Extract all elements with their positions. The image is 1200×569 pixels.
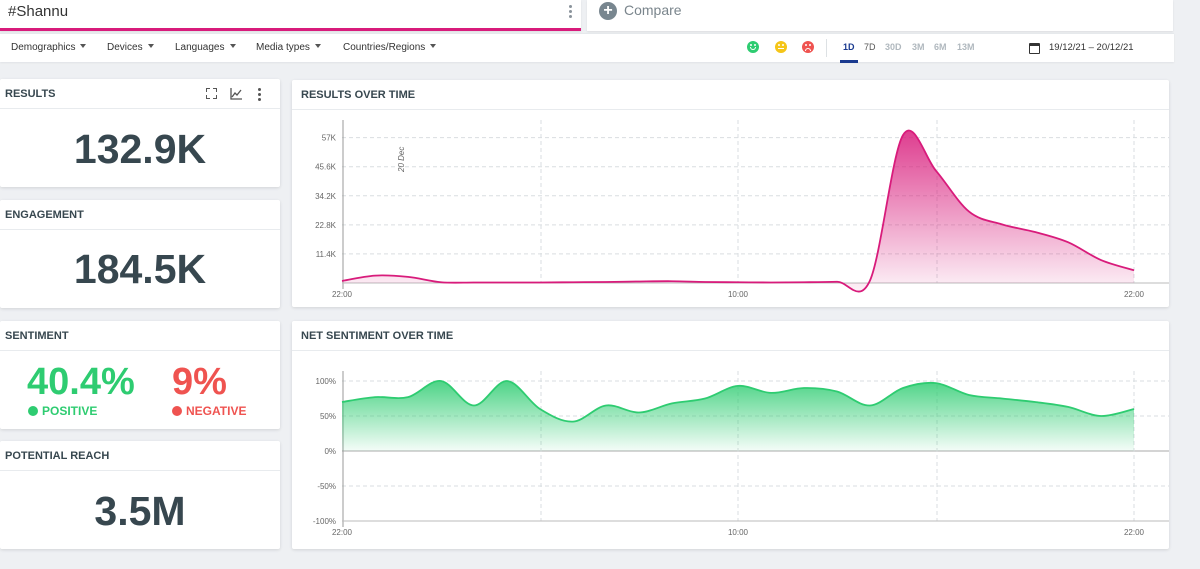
y-tick-label: 50% [320,412,336,421]
line-chart-icon[interactable] [230,88,242,100]
y-tick-label: -50% [317,482,336,491]
neutral-sentiment-icon[interactable] [775,41,787,53]
card-header: POTENTIAL REACH [0,441,280,471]
engagement-value: 184.5K [73,246,207,292]
reach-value: 3.5M [94,488,186,534]
positive-label: POSITIVE [28,404,97,418]
sentiment-title: SENTIMENT [5,330,69,342]
results-value: 132.9K [73,126,207,172]
y-tick-label: 22.8K [315,221,337,230]
results-over-time-card: RESULTS OVER TIME 11.4K 22.8K 34.2K 45.6K 57… [292,80,1169,307]
card-header: RESULTS [0,79,280,109]
reach-card: POTENTIAL REACH 3.5M [0,441,280,549]
range-3m[interactable]: 3M [912,42,925,52]
series-area [342,130,1134,292]
y-tick-label: 100% [316,377,336,386]
filter-media-types[interactable]: Media types [256,42,321,53]
search-query[interactable]: #Shannu [8,3,69,20]
y-tick-label: 34.2K [315,192,337,201]
date-range[interactable]: 19/12/21 – 20/12/21 [1049,42,1134,53]
net-sentiment-title: NET SENTIMENT OVER TIME [301,330,454,342]
card-header: RESULTS OVER TIME [292,80,1169,110]
results-card: RESULTS 132.9K [0,79,280,187]
date-annotation: 20 Dec [397,147,406,173]
y-tick-label: -100% [313,517,336,526]
range-30d[interactable]: 30D [885,42,902,52]
engagement-title: ENGAGEMENT [5,209,84,221]
compare-box[interactable]: + Compare [587,0,1173,31]
filter-languages[interactable]: Languages [175,42,236,53]
range-1d[interactable]: 1D [843,42,855,52]
positive-value: 40.4% [27,361,135,403]
range-6m[interactable]: 6M [934,42,947,52]
chevron-down-icon [229,44,236,48]
active-range-indicator [840,60,858,63]
y-tick-label: 45.6K [315,163,337,172]
smile-icon [28,406,38,416]
filter-demographics[interactable]: Demographics [11,42,87,53]
positive-sentiment-icon[interactable] [747,41,759,53]
chevron-down-icon [430,44,437,48]
search-options-icon[interactable] [565,3,575,21]
card-header: ENGAGEMENT [0,200,280,230]
calendar-icon[interactable] [1029,43,1040,54]
fullscreen-icon[interactable] [206,88,217,99]
x-tick-label: 10:00 [728,528,749,537]
results-title: RESULTS [5,88,56,100]
card-header: NET SENTIMENT OVER TIME [292,321,1169,351]
y-tick-label: 11.4K [316,250,337,259]
add-compare-icon[interactable]: + [599,2,617,20]
results-over-time-chart: 11.4K 22.8K 34.2K 45.6K 57K 22:00 10:00 22:00 20… [315,120,1169,299]
net-sentiment-card: NET SENTIMENT OVER TIME 100% 50% 0% -50% -10… [292,321,1169,549]
chevron-down-icon [314,44,321,48]
divider [826,39,827,57]
y-tick-label: 57K [322,134,337,143]
range-13m[interactable]: 13M [957,42,975,52]
y-tick-label: 0% [324,447,336,456]
engagement-card: ENGAGEMENT 184.5K [0,200,280,308]
sentiment-card: SENTIMENT 40.4% POSITIVE 9% NEGATIVE [0,321,280,429]
card-header: SENTIMENT [0,321,280,351]
chevron-down-icon [147,44,154,48]
search-box[interactable]: #Shannu [0,0,581,31]
filter-devices[interactable]: Devices [107,42,154,53]
negative-label: NEGATIVE [172,404,246,418]
series-area [342,380,1134,451]
range-7d[interactable]: 7D [864,42,876,52]
x-tick-label: 10:00 [728,290,749,299]
x-tick-label: 22:00 [332,290,353,299]
results-over-time-title: RESULTS OVER TIME [301,89,416,101]
reach-title: POTENTIAL REACH [5,450,110,462]
filter-bar: Demographics Devices Languages Media typ… [0,33,1174,63]
frown-icon [172,406,182,416]
net-sentiment-chart: 100% 50% 0% -50% -100% 22:00 10:00 22:00 [313,371,1169,537]
x-tick-label: 22:00 [332,528,353,537]
x-tick-label: 22:00 [1124,528,1145,537]
filter-countries-regions[interactable]: Countries/Regions [343,42,437,53]
x-tick-label: 22:00 [1124,290,1145,299]
chevron-down-icon [80,44,87,48]
compare-label: Compare [624,2,682,18]
more-options-icon[interactable] [256,87,262,101]
series-line [341,129,1135,293]
negative-sentiment-icon[interactable] [802,41,814,53]
negative-value: 9% [172,361,227,403]
